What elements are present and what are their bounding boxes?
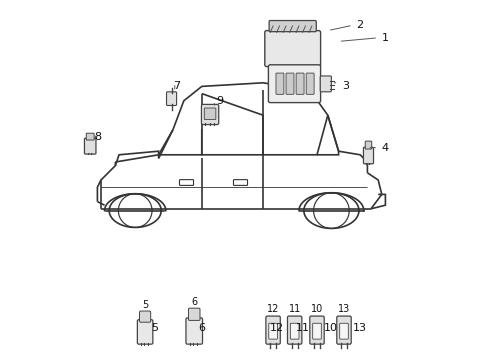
FancyBboxPatch shape xyxy=(291,323,299,339)
FancyBboxPatch shape xyxy=(269,65,320,103)
Text: 7: 7 xyxy=(173,81,180,91)
FancyBboxPatch shape xyxy=(340,323,348,339)
Text: 9: 9 xyxy=(216,96,223,106)
FancyBboxPatch shape xyxy=(286,73,294,94)
FancyBboxPatch shape xyxy=(137,320,153,344)
FancyBboxPatch shape xyxy=(265,31,320,67)
FancyBboxPatch shape xyxy=(306,73,314,94)
Text: 4: 4 xyxy=(382,143,389,153)
Text: 12: 12 xyxy=(270,323,284,333)
Text: 6: 6 xyxy=(191,297,197,307)
Text: 2: 2 xyxy=(357,20,364,30)
Text: 11: 11 xyxy=(295,323,309,333)
Text: 1: 1 xyxy=(382,33,389,43)
FancyBboxPatch shape xyxy=(167,92,176,105)
FancyBboxPatch shape xyxy=(269,21,316,32)
FancyBboxPatch shape xyxy=(201,104,219,125)
FancyBboxPatch shape xyxy=(276,73,284,94)
Text: 11: 11 xyxy=(289,304,301,314)
FancyBboxPatch shape xyxy=(337,316,351,344)
FancyBboxPatch shape xyxy=(310,316,324,344)
FancyBboxPatch shape xyxy=(84,138,96,154)
Text: 13: 13 xyxy=(338,304,350,314)
Text: 8: 8 xyxy=(94,132,101,142)
FancyBboxPatch shape xyxy=(269,323,277,339)
FancyBboxPatch shape xyxy=(204,108,216,120)
Text: 5: 5 xyxy=(142,300,148,310)
FancyBboxPatch shape xyxy=(296,73,304,94)
FancyBboxPatch shape xyxy=(266,316,280,344)
Text: 5: 5 xyxy=(151,323,158,333)
FancyBboxPatch shape xyxy=(189,308,200,320)
FancyBboxPatch shape xyxy=(320,76,331,92)
Text: 13: 13 xyxy=(353,323,367,333)
FancyBboxPatch shape xyxy=(365,141,372,149)
Text: 6: 6 xyxy=(198,323,205,333)
Text: 10: 10 xyxy=(324,323,338,333)
FancyBboxPatch shape xyxy=(140,311,151,322)
Text: 3: 3 xyxy=(342,81,349,91)
Text: 12: 12 xyxy=(267,304,279,314)
FancyBboxPatch shape xyxy=(364,147,373,164)
Text: 10: 10 xyxy=(311,304,323,314)
FancyBboxPatch shape xyxy=(288,316,302,344)
FancyBboxPatch shape xyxy=(313,323,321,339)
FancyBboxPatch shape xyxy=(86,133,94,140)
FancyBboxPatch shape xyxy=(186,318,202,344)
